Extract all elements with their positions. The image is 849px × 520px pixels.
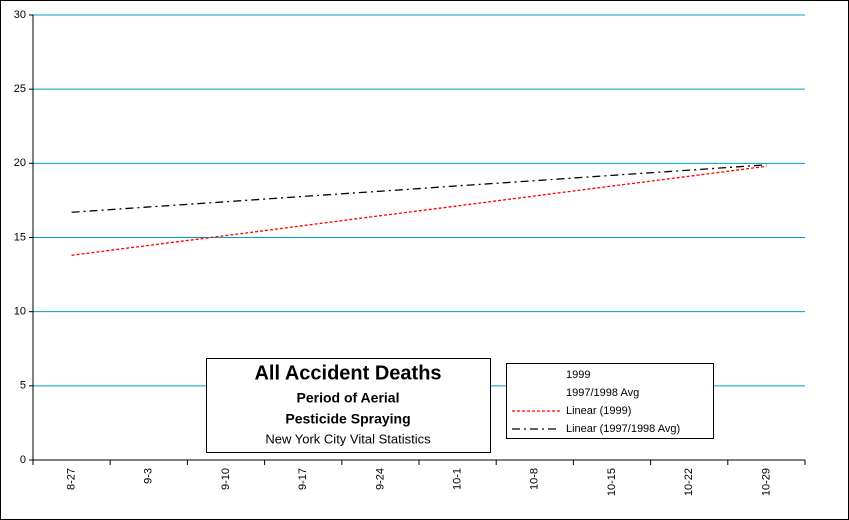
y-tick-label: 30 [14,9,26,21]
chart-subtitle: Pesticide Spraying [285,411,410,427]
chart-source: New York City Vital Statistics [265,431,431,446]
legend-label: Linear (1997/1998 Avg) [566,423,680,435]
legend-label: Linear (1999) [566,405,631,417]
legend [506,363,714,439]
legend-label: 1999 [566,369,590,381]
chart-subtitle: Period of Aerial [297,390,400,406]
x-tick-label: 10-29 [760,468,772,496]
y-tick-label: 15 [14,231,26,243]
x-tick-label: 9-10 [220,468,232,490]
chart-title: All Accident Deaths [254,362,441,384]
y-tick-label: 20 [14,157,26,169]
x-tick-label: 10-1 [452,468,464,490]
x-tick-label: 8-27 [66,468,78,490]
x-tick-label: 10-8 [529,468,541,490]
y-tick-label: 0 [20,454,26,466]
legend-label: 1997/1998 Avg [566,387,639,399]
x-tick-label: 9-24 [374,468,386,490]
x-tick-label: 9-17 [297,468,309,490]
y-tick-label: 25 [14,83,26,95]
series-line [71,165,767,256]
series-line [71,164,767,213]
y-tick-label: 10 [14,306,26,318]
x-tick-label: 9-3 [143,468,155,484]
title-box [206,358,491,453]
y-tick-label: 5 [20,380,26,392]
x-tick-label: 10-22 [683,468,695,496]
x-tick-label: 10-15 [606,468,618,496]
